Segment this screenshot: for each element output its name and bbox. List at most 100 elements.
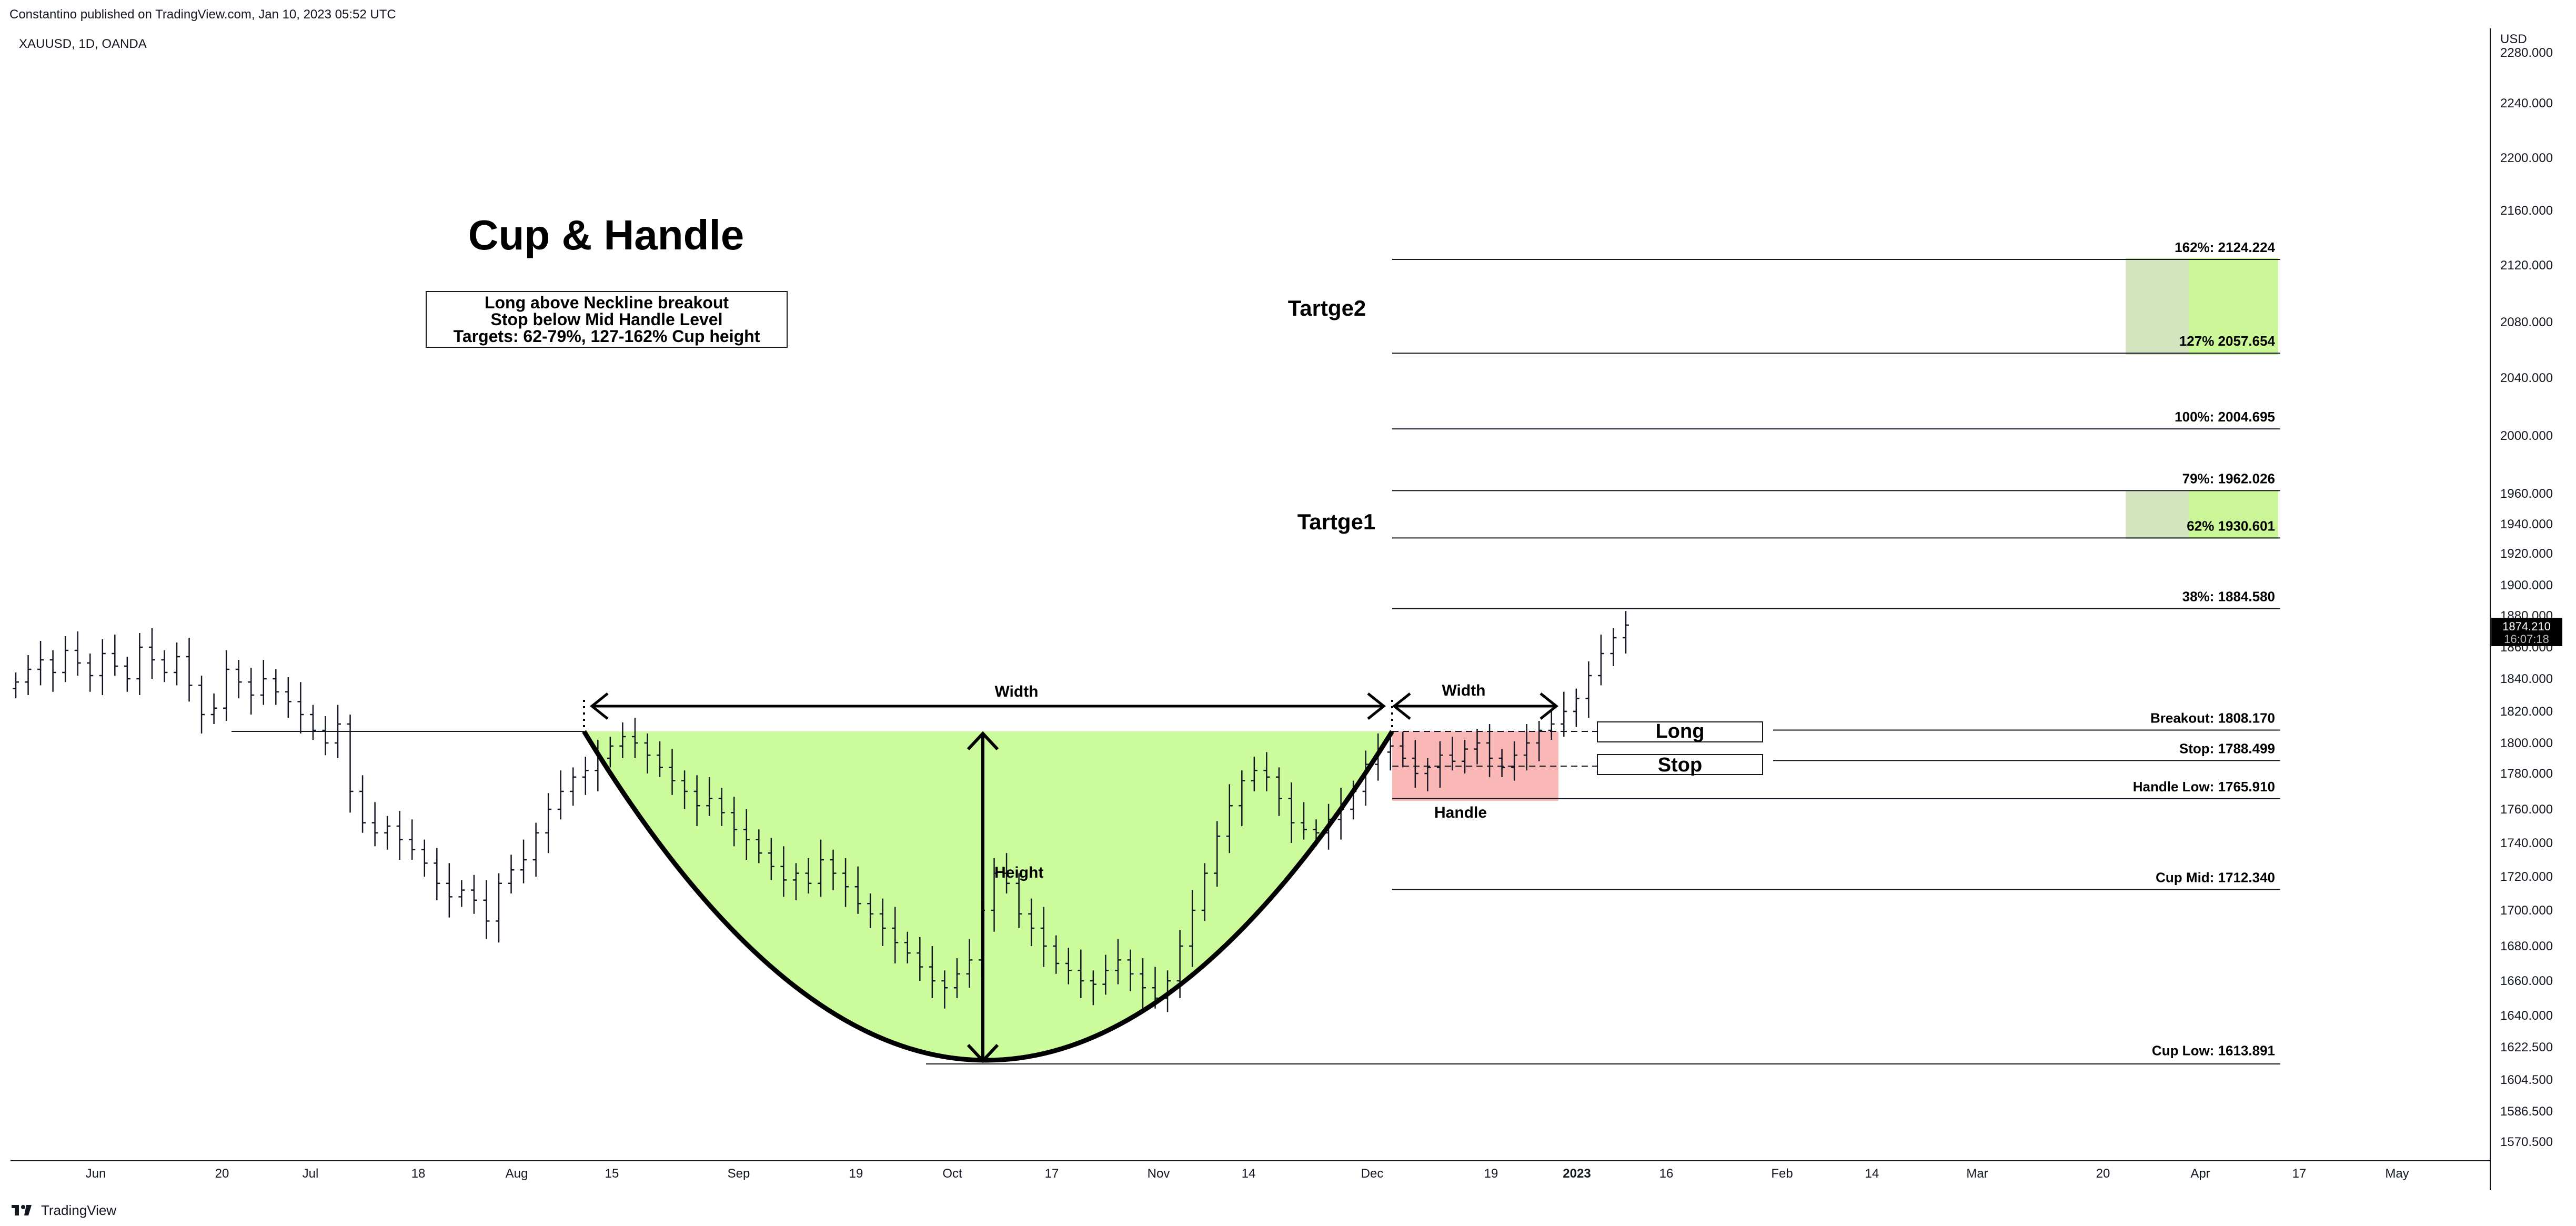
x-tick-label: 15 [605,1167,619,1181]
candle [322,716,329,756]
candle [1362,750,1369,806]
candle [1301,802,1307,840]
y-tick-label: 1604.500 [2500,1073,2553,1087]
candle [285,677,291,718]
candle [1251,757,1257,791]
x-tick-label: Nov [1148,1167,1170,1181]
level-label: Breakout: 1808.170 [2150,710,2275,726]
candle [570,767,577,806]
level-label: 38%: 1884.580 [2182,589,2275,605]
x-tick-label: 2023 [1563,1167,1591,1181]
svg-text:Stop: Stop [1658,754,1702,776]
candle [520,839,527,883]
y-tick-label: 1570.500 [2500,1135,2553,1149]
chart-title: Cup & Handle [468,212,744,258]
candle [582,757,589,795]
candle [917,937,923,981]
candle [99,639,106,695]
level-label: 79%: 1962.026 [2182,470,2275,486]
candle [904,931,911,963]
candle [1003,853,1010,893]
level-label: Stop: 1788.499 [2179,740,2275,756]
currency-label: USD [2500,32,2527,46]
level-label: 127% 2057.654 [2179,333,2276,349]
candle [409,819,416,860]
level-label: Cup Mid: 1712.340 [2156,870,2275,886]
height-arrow [967,731,999,1063]
x-tick-label: Apr [2190,1167,2210,1181]
level-label: 62% 1930.601 [2187,518,2275,534]
candle [1486,724,1493,777]
candle [1078,949,1084,998]
candle [991,858,998,932]
candle [496,873,502,943]
current-price-tag: 1874.210 16:07:18 [2491,618,2562,646]
y-tick-label: 1800.000 [2500,736,2553,750]
candle [124,657,130,692]
candle [1474,729,1481,765]
x-tick-label: Jun [86,1167,106,1181]
candle [49,650,56,692]
candle [384,816,391,850]
candle [1189,890,1196,967]
candle [1127,949,1134,991]
candle [396,811,403,860]
candle [273,669,279,705]
x-tick-label: Oct [942,1167,962,1181]
y-tick-label: 1960.000 [2500,487,2553,501]
candle [1288,782,1295,843]
y-tick-label: 1720.000 [2500,870,2553,884]
candle [1400,732,1406,768]
y-tick-label: 1920.000 [2500,547,2553,561]
x-tick-label: 14 [1865,1167,1879,1181]
candle [892,907,899,963]
candle [74,631,81,676]
publish-header: Constantino published on TradingView.com… [9,7,396,22]
candle [260,660,267,705]
candle [854,866,861,914]
footer-brand: TradingView [41,1202,117,1218]
candle [1239,770,1245,826]
candle [1201,863,1208,921]
y-tick-label: 1622.500 [2500,1040,2553,1054]
x-tick-label: Dec [1361,1167,1384,1181]
y-tick-label: 2240.000 [2500,96,2553,110]
x-tick-label: 20 [215,1167,229,1181]
candle [87,654,94,692]
candle [941,970,948,1009]
svg-text:16:07:18: 16:07:18 [2504,632,2549,646]
candle [1511,741,1518,781]
svg-text:Long above Neckline breakout: Long above Neckline breakout [485,293,729,312]
candle [309,705,316,740]
x-tick-label: 16 [1659,1167,1674,1181]
candle [1065,948,1072,984]
y-tick-label: 1900.000 [2500,578,2553,592]
candle [347,715,354,813]
candle [1028,898,1035,946]
candle [434,848,440,900]
level-label: 162%: 2124.224 [2175,239,2275,255]
candle [1114,939,1121,984]
y-tick-label: 1760.000 [2500,802,2553,817]
candle [371,802,378,847]
candle [1536,721,1543,761]
candle [1610,628,1617,666]
y-tick-label: 1586.500 [2500,1104,2553,1119]
candle [198,676,205,733]
y-tick-label: 2200.000 [2500,151,2553,165]
x-tick-label: Aug [506,1167,528,1181]
candle [1412,740,1418,788]
candle [1424,758,1431,791]
time-axis: Jun 20 Jul 18 Aug 15 Sep 19 Oct 17 Nov 14 Dec 19 2023 1… [86,1167,2409,1181]
y-tick-label: 1700.000 [2500,903,2553,918]
x-tick-label: 20 [2096,1167,2110,1181]
candle [953,958,960,998]
candle [148,628,155,679]
candle [248,668,255,715]
candle [681,770,688,809]
candle [1040,907,1047,967]
x-tick-label: Feb [1771,1167,1793,1181]
candle [1263,752,1270,791]
candle [1053,935,1060,974]
candles-series [13,611,1629,1012]
